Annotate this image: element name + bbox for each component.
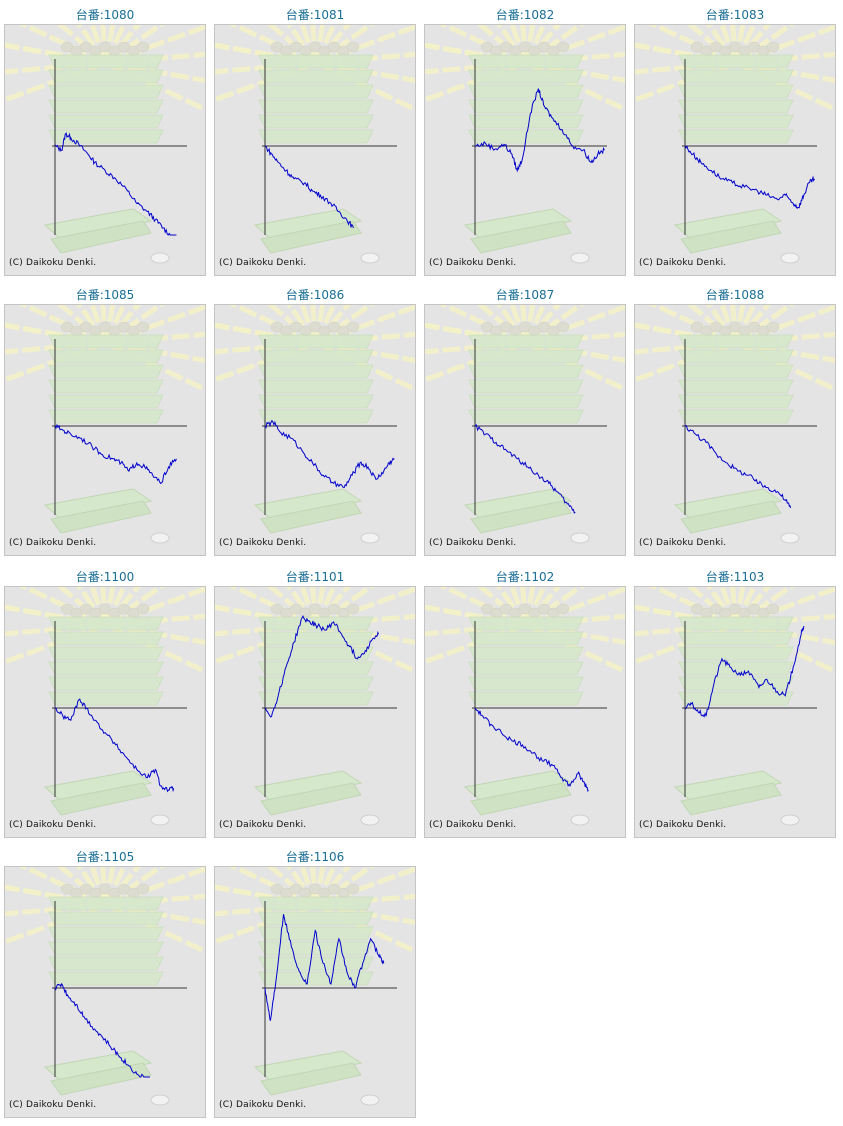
line-chart [5,587,205,826]
line-chart [635,587,835,826]
line-chart [5,25,205,264]
copyright-text: (C) Daikoku Denki. [429,820,517,830]
background-illustration [215,305,415,544]
copyright-text: (C) Daikoku Denki. [219,820,307,830]
chart-title[interactable]: 台番:1105 [75,850,135,864]
chart-card: 台番:1101 (C) Daikoku Denki. [210,562,420,838]
chart-card: 台番:1080 (C) Daikoku Denki. [0,0,210,276]
chart-title[interactable]: 台番:1083 [705,8,765,22]
copyright-text: (C) Daikoku Denki. [9,258,97,268]
line-chart [425,25,625,264]
series-line [264,914,385,1021]
chart-card: 台番:1081 (C) Daikoku Denki. [210,0,420,276]
chart-frame: (C) Daikoku Denki. [214,304,416,556]
line-chart [5,305,205,544]
chart-frame: (C) Daikoku Denki. [634,586,836,838]
chart-title[interactable]: 台番:1100 [75,570,135,584]
series-line [264,145,354,229]
background-illustration [215,25,415,264]
chart-frame: (C) Daikoku Denki. [4,586,206,838]
chart-card: 台番:1105 (C) Daikoku Denki. [0,842,210,1118]
copyright-text: (C) Daikoku Denki. [639,258,727,268]
chart-card: 台番:1086 (C) Daikoku Denki. [210,280,420,556]
chart-title[interactable]: 台番:1102 [495,570,555,584]
chart-frame: (C) Daikoku Denki. [424,24,626,276]
copyright-text: (C) Daikoku Denki. [9,820,97,830]
chart-title[interactable]: 台番:1088 [705,288,765,302]
chart-frame: (C) Daikoku Denki. [214,866,416,1118]
line-chart [215,867,415,1106]
line-chart [635,305,835,544]
chart-title[interactable]: 台番:1082 [495,8,555,22]
copyright-text: (C) Daikoku Denki. [639,820,727,830]
background-illustration [5,305,205,544]
series-line [684,145,815,209]
line-chart [215,305,415,544]
series-line [474,423,576,514]
copyright-text: (C) Daikoku Denki. [429,258,517,268]
line-chart [215,25,415,264]
chart-card: 台番:1100 (C) Daikoku Denki. [0,562,210,838]
background-illustration [5,587,205,826]
copyright-text: (C) Daikoku Denki. [429,538,517,548]
series-line [684,625,805,718]
chart-title[interactable]: 台番:1086 [285,288,345,302]
chart-title[interactable]: 台番:1081 [285,8,345,22]
copyright-text: (C) Daikoku Denki. [9,1100,97,1110]
line-chart [635,25,835,264]
chart-frame: (C) Daikoku Denki. [634,304,836,556]
series-line [54,423,177,485]
chart-title[interactable]: 台番:1106 [285,850,345,864]
chart-title[interactable]: 台番:1085 [75,288,135,302]
chart-title[interactable]: 台番:1101 [285,570,345,584]
line-chart [425,305,625,544]
series-line [474,707,589,793]
background-illustration [5,25,205,264]
chart-card: 台番:1088 (C) Daikoku Denki. [630,280,840,556]
chart-frame: (C) Daikoku Denki. [4,866,206,1118]
background-illustration [5,867,205,1106]
copyright-text: (C) Daikoku Denki. [219,538,307,548]
chart-card: 台番:1103 (C) Daikoku Denki. [630,562,840,838]
background-illustration [635,587,835,826]
background-illustration [635,25,835,264]
series-line [474,88,605,173]
copyright-text: (C) Daikoku Denki. [9,538,97,548]
series-line [264,419,395,489]
series-line [264,615,379,718]
chart-card: 台番:1085 (C) Daikoku Denki. [0,280,210,556]
copyright-text: (C) Daikoku Denki. [639,538,727,548]
chart-title[interactable]: 台番:1087 [495,288,555,302]
chart-card: 台番:1082 (C) Daikoku Denki. [420,0,630,276]
background-illustration [425,587,625,826]
chart-card: 台番:1106 (C) Daikoku Denki. [210,842,420,1118]
series-line [684,424,792,509]
chart-frame: (C) Daikoku Denki. [4,24,206,276]
chart-card: 台番:1083 (C) Daikoku Denki. [630,0,840,276]
chart-title[interactable]: 台番:1103 [705,570,765,584]
copyright-text: (C) Daikoku Denki. [219,1100,307,1110]
chart-frame: (C) Daikoku Denki. [424,304,626,556]
series-line [54,132,177,236]
line-chart [5,867,205,1106]
chart-frame: (C) Daikoku Denki. [424,586,626,838]
chart-card: 台番:1102 (C) Daikoku Denki. [420,562,630,838]
chart-frame: (C) Daikoku Denki. [214,586,416,838]
line-chart [215,587,415,826]
copyright-text: (C) Daikoku Denki. [219,258,307,268]
chart-title[interactable]: 台番:1080 [75,8,135,22]
series-line [54,982,150,1078]
chart-frame: (C) Daikoku Denki. [214,24,416,276]
line-chart [425,587,625,826]
background-illustration [635,305,835,544]
chart-frame: (C) Daikoku Denki. [634,24,836,276]
background-illustration [215,867,415,1106]
chart-frame: (C) Daikoku Denki. [4,304,206,556]
background-illustration [215,587,415,826]
background-illustration [425,25,625,264]
chart-card: 台番:1087 (C) Daikoku Denki. [420,280,630,556]
background-illustration [425,305,625,544]
series-line [54,698,175,793]
